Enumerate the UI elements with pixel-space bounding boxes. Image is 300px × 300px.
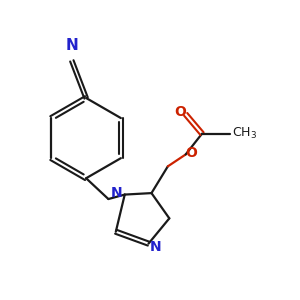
Text: N: N <box>150 240 162 254</box>
Text: N: N <box>65 38 78 53</box>
Text: O: O <box>174 105 186 119</box>
Text: CH$_3$: CH$_3$ <box>232 125 257 141</box>
Text: N: N <box>111 186 122 200</box>
Text: O: O <box>185 146 197 160</box>
